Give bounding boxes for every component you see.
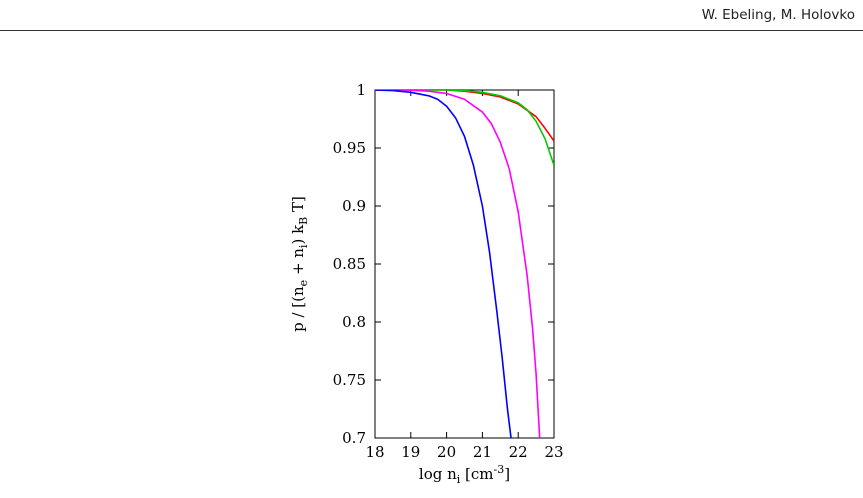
plot-series — [375, 90, 554, 438]
y-tick-label: 0.75 — [333, 371, 366, 389]
y-tick-label: 0.7 — [342, 429, 366, 447]
x-tick-label: 23 — [544, 443, 563, 461]
x-tick-label: 19 — [401, 443, 420, 461]
plot-axes: 18 19 20 21 22 23 0.7 0.75 0.8 0.85 0.9 0.95 1 — [333, 81, 564, 461]
series-line-2 — [375, 90, 554, 166]
running-header-authors: W. Ebeling, M. Holovko — [701, 7, 855, 23]
x-tick-label: 21 — [473, 443, 492, 461]
x-axis-label: log ni [cm-3] — [419, 463, 510, 486]
plot-frame — [374, 89, 555, 439]
series-line-1 — [375, 90, 554, 142]
y-tick-label: 0.85 — [333, 255, 366, 273]
series-line-3 — [375, 90, 541, 438]
y-tick-label: 1 — [356, 81, 366, 99]
y-tick-label: 0.95 — [333, 139, 366, 157]
x-tick-label: 20 — [437, 443, 456, 461]
x-tick-label: 18 — [365, 443, 384, 461]
header-rule — [0, 30, 863, 31]
x-tick-label: 22 — [509, 443, 528, 461]
y-axis-label: p / [(ne + ni) kB T] — [289, 196, 310, 332]
series-line-4 — [375, 90, 512, 438]
y-tick-label: 0.8 — [342, 313, 366, 331]
y-tick-label: 0.9 — [342, 197, 366, 215]
